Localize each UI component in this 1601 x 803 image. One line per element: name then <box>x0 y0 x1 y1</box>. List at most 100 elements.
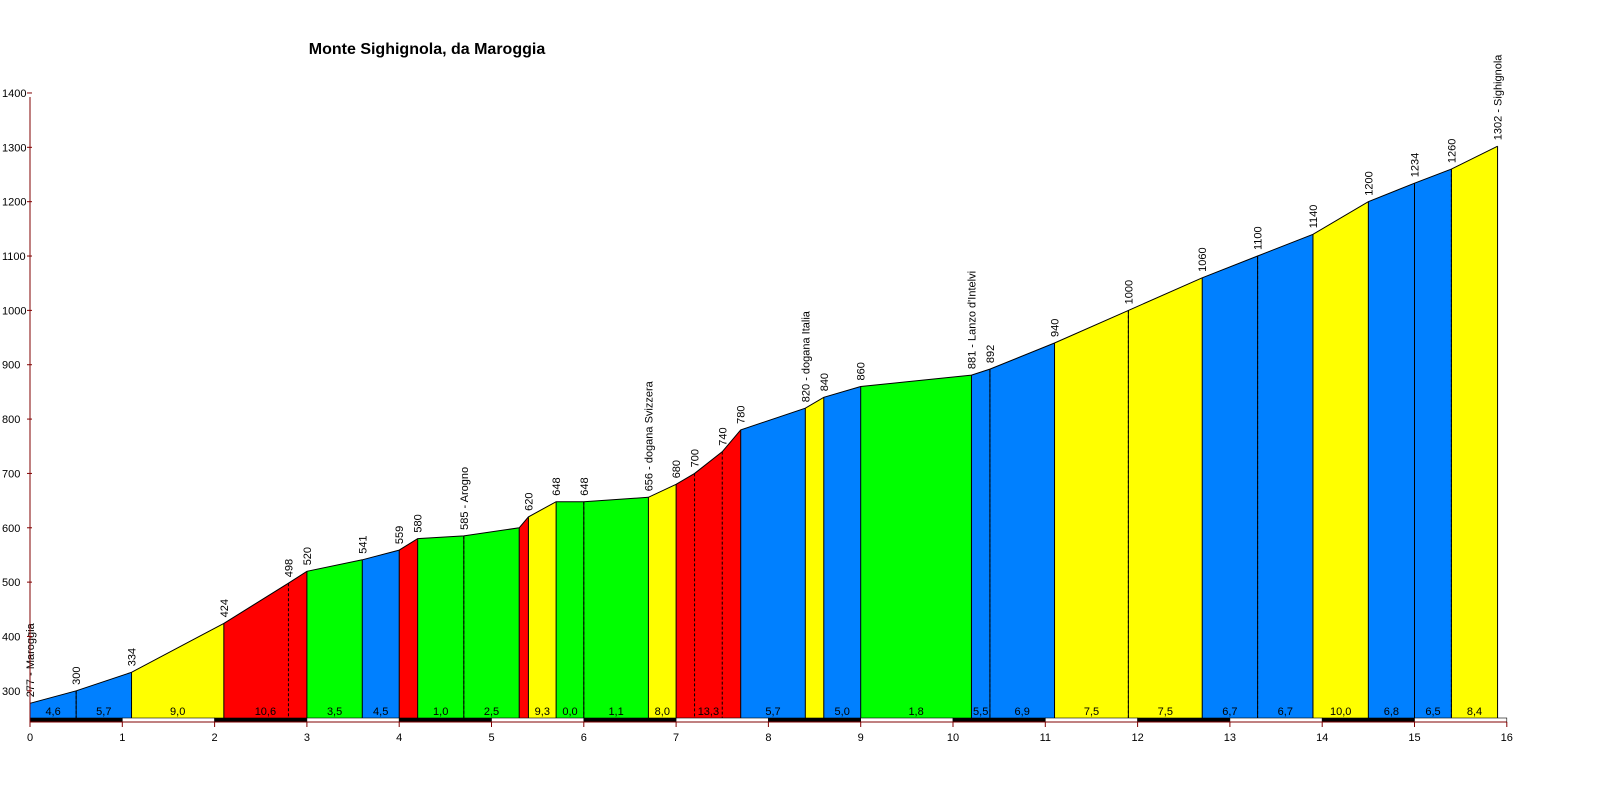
chart-title: Monte Sighignola, da Maroggia <box>309 41 546 58</box>
gradient-label: 6,9 <box>1015 706 1030 718</box>
gradient-label: 1,8 <box>908 706 923 718</box>
elevation-label: 520 <box>302 547 314 565</box>
segment-fill-1 <box>76 672 132 718</box>
segment-fill-22 <box>1128 277 1203 718</box>
y-tick-label: 1100 <box>2 251 26 263</box>
elevation-label: 334 <box>127 648 139 666</box>
gradient-label: 10,0 <box>1330 706 1351 718</box>
gradient-label: 9,0 <box>170 706 185 718</box>
elevation-label: 940 <box>1050 319 1062 337</box>
gradient-label: 0,0 <box>562 706 577 718</box>
gradient-label: 9,3 <box>535 706 550 718</box>
segment-fill-13 <box>648 484 677 718</box>
segment-fill-4 <box>306 559 363 718</box>
km-bar <box>1045 717 1138 723</box>
km-bar <box>768 717 862 723</box>
gradient-label: 6,7 <box>1278 706 1293 718</box>
x-tick-label: 16 <box>1501 732 1513 744</box>
segment-fill-7 <box>417 535 464 718</box>
y-tick-label: 700 <box>2 468 20 480</box>
profile-line <box>29 145 1498 704</box>
profile-outline <box>29 145 1498 704</box>
elevation-labels: 277 - Maroggia 300 334 424 498 520 541 559 580 58… <box>25 54 1505 698</box>
segment-dividers <box>29 146 1499 718</box>
segment-fill-17 <box>823 386 861 718</box>
elevation-label: 1000 <box>1123 280 1135 304</box>
x-tick-label: 9 <box>858 732 864 744</box>
segment-fill-24 <box>1257 234 1313 719</box>
gradient-label: 1,0 <box>433 706 448 718</box>
km-bar <box>1414 717 1508 723</box>
x-tick-label: 13 <box>1224 732 1236 744</box>
y-tick-label: 600 <box>2 523 20 535</box>
gradient-label: 5,0 <box>835 706 850 718</box>
elevation-label: 424 <box>219 599 231 617</box>
y-tick-label: 1300 <box>2 142 26 154</box>
km-bar <box>491 717 585 723</box>
segment-fill-10 <box>528 501 557 718</box>
elevation-label: 300 <box>71 666 83 684</box>
x-tick-label: 14 <box>1316 732 1328 744</box>
y-tick-label: 900 <box>2 360 20 372</box>
axes: 3004005006007008009001000110012001300140… <box>2 88 1513 744</box>
gradient-label: 6,5 <box>1425 706 1440 718</box>
gradient-label: 8,4 <box>1467 706 1482 718</box>
km-bar <box>860 717 954 723</box>
elevation-label: 648 <box>551 477 563 495</box>
x-tick-label: 8 <box>765 732 771 744</box>
segment-fill-0 <box>30 690 77 718</box>
segment-fill-2 <box>131 623 224 718</box>
km-bar <box>1137 717 1231 723</box>
elevation-label: 585 - Arogno <box>459 467 471 530</box>
km-bar <box>29 717 123 723</box>
elevation-label: 277 - Maroggia <box>25 622 37 697</box>
x-tick-label: 11 <box>1040 732 1051 744</box>
elevation-label: 740 <box>717 427 729 445</box>
segment-fill-28 <box>1451 146 1498 718</box>
y-tick-label: 800 <box>2 414 20 426</box>
gradient-label: 4,6 <box>45 706 60 718</box>
y-tick-label: 300 <box>2 686 20 698</box>
segment-fill-21 <box>1054 310 1129 718</box>
km-bar <box>398 717 492 723</box>
elevation-label: 1302 - Sighignola <box>1493 54 1505 141</box>
elevation-label: 1200 <box>1363 171 1375 195</box>
gradient-label: 2,5 <box>484 706 499 718</box>
elevation-label: 498 <box>283 559 295 577</box>
x-tick-label: 1 <box>119 732 125 744</box>
x-tick-label: 12 <box>1131 732 1143 744</box>
gradient-label: 13,3 <box>698 706 719 718</box>
segment-fill-19 <box>971 369 990 718</box>
km-bar <box>583 717 677 723</box>
gradient-label: 8,0 <box>655 706 670 718</box>
segment-fill-8 <box>463 527 520 718</box>
segment-fill-14 <box>676 429 741 718</box>
segment-fill-23 <box>1202 256 1258 718</box>
gradient-label: 5,5 <box>973 706 988 718</box>
y-tick-label: 500 <box>2 577 20 589</box>
x-tick-label: 15 <box>1408 732 1420 744</box>
elevation-label: 1140 <box>1308 205 1320 229</box>
elevation-label: 780 <box>736 406 748 424</box>
elevation-label: 1060 <box>1197 247 1209 271</box>
elevation-label: 1234 <box>1410 153 1422 177</box>
segment-fill-25 <box>1313 201 1369 718</box>
elevation-label: 656 - dogana Svizzera <box>643 380 655 491</box>
segment-fill-9 <box>519 516 529 718</box>
x-tick-label: 4 <box>396 732 402 744</box>
km-bar <box>214 717 308 723</box>
elevation-label: 860 <box>856 362 868 380</box>
km-bar <box>1321 717 1415 723</box>
segment-fill-15 <box>740 408 806 718</box>
x-tick-label: 2 <box>212 732 218 744</box>
gradient-label: 5,7 <box>765 706 780 718</box>
km-bar <box>306 717 400 723</box>
segment-fill-5 <box>362 550 400 718</box>
elevation-label: 840 <box>819 373 831 391</box>
gradient-label: 4,5 <box>373 706 388 718</box>
km-bar <box>675 717 769 723</box>
y-tick-label: 400 <box>2 631 20 643</box>
x-tick-label: 6 <box>581 732 587 744</box>
x-tick-label: 7 <box>673 732 679 744</box>
